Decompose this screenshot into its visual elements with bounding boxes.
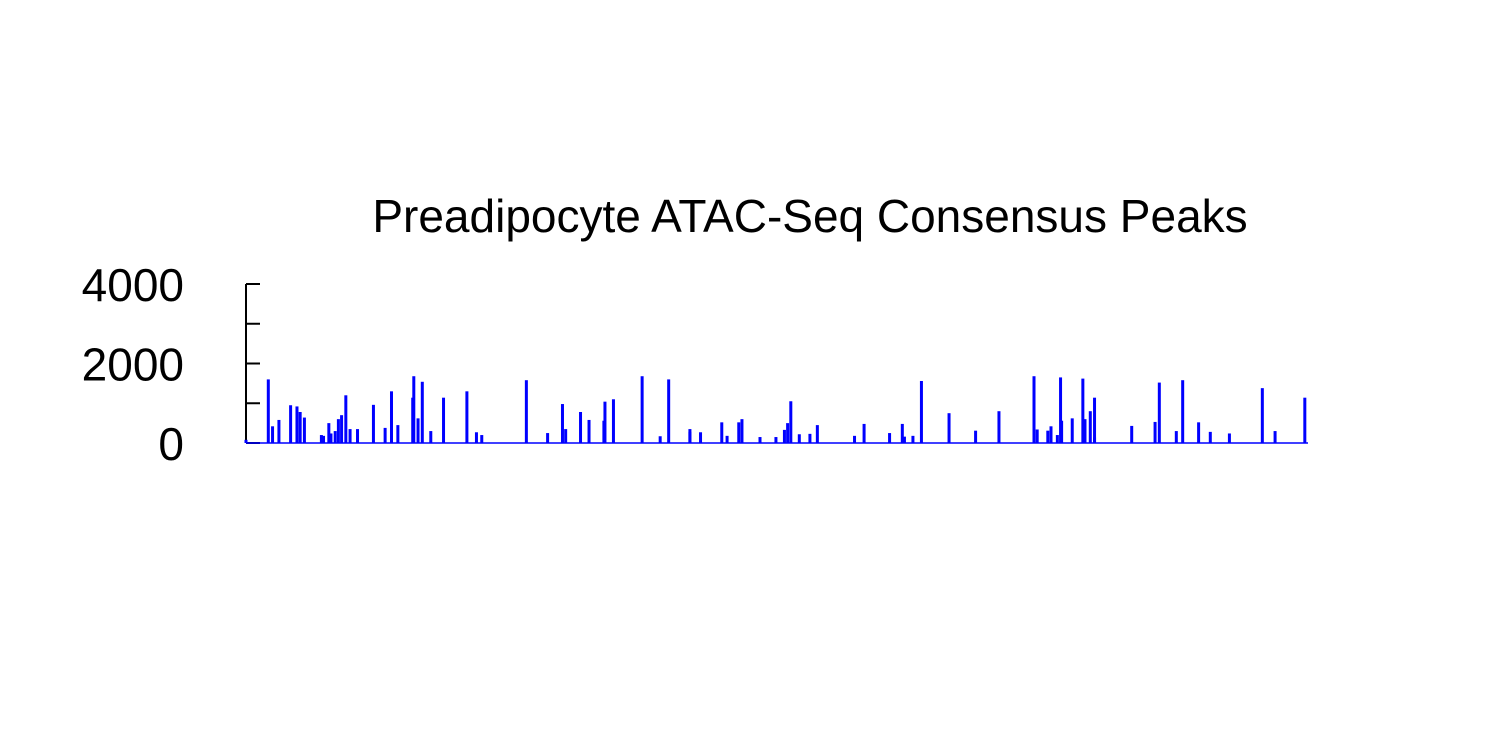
y-tick-label: 0 (158, 418, 184, 470)
bar (1035, 429, 1039, 443)
bar (1227, 433, 1231, 443)
bar (348, 429, 352, 443)
bar (546, 433, 550, 443)
bar (974, 430, 978, 443)
bar (688, 431, 692, 443)
bar (774, 437, 778, 443)
y-axis: 0 2000 4000 (82, 259, 260, 470)
bar (1181, 380, 1185, 443)
bar (997, 411, 1001, 443)
bar (383, 427, 387, 443)
bar (298, 411, 302, 443)
y-tick-label: 2000 (82, 339, 184, 391)
bar (429, 431, 433, 443)
bar (1081, 378, 1085, 443)
bar (911, 435, 915, 443)
bar (667, 379, 671, 443)
bar (640, 376, 644, 443)
bar (797, 434, 801, 443)
bar (658, 436, 662, 443)
bar (888, 433, 892, 443)
bar (1208, 431, 1212, 443)
bar (587, 419, 591, 443)
bar (947, 413, 951, 443)
bar (853, 435, 857, 443)
bar (1303, 397, 1307, 443)
bar (902, 436, 906, 443)
bar (524, 380, 528, 443)
bar (420, 381, 424, 443)
bar (333, 431, 337, 443)
bar (1174, 431, 1178, 443)
bar (564, 429, 568, 443)
bar (474, 432, 478, 443)
bar (302, 417, 306, 443)
bar (1093, 437, 1097, 443)
bar (815, 425, 819, 443)
bar (1130, 425, 1134, 443)
bar (319, 435, 323, 443)
bar (740, 419, 744, 443)
bar (327, 423, 331, 443)
bar (329, 433, 333, 443)
bar (1055, 435, 1059, 443)
bar (1197, 422, 1201, 443)
bar (1032, 376, 1036, 443)
bar (442, 397, 446, 443)
y-tick-label: 4000 (82, 259, 184, 311)
bar (862, 423, 866, 443)
chart-title: Preadipocyte ATAC-Seq Consensus Peaks (372, 190, 1247, 242)
bar (737, 422, 741, 443)
bar (480, 435, 484, 443)
bar (295, 406, 299, 443)
bar (1273, 431, 1277, 443)
bar (720, 422, 724, 443)
bar (1070, 418, 1074, 443)
bar (371, 404, 375, 443)
bar (356, 429, 360, 443)
bar (699, 432, 703, 443)
bar (1059, 377, 1063, 443)
bar (900, 423, 904, 443)
bar (786, 423, 790, 443)
bar (336, 419, 340, 443)
bar (1083, 419, 1087, 443)
bar (1060, 420, 1064, 443)
bar (340, 415, 344, 443)
bar (412, 376, 416, 443)
bar (396, 425, 400, 443)
bar (919, 380, 923, 443)
bar (322, 435, 326, 443)
bar (808, 433, 812, 443)
bar (389, 391, 393, 443)
bar (271, 426, 275, 443)
bar (1049, 426, 1053, 443)
bar (560, 404, 564, 443)
bar (277, 419, 281, 443)
bar (1046, 430, 1050, 443)
bar (1153, 421, 1157, 443)
bar (611, 399, 615, 443)
bar (465, 391, 469, 443)
bars-layer (244, 376, 1307, 443)
bar (289, 405, 293, 443)
bar (1093, 397, 1097, 443)
bar (1157, 382, 1161, 443)
bar (244, 439, 248, 443)
bar (344, 395, 348, 443)
bar (1088, 411, 1092, 443)
bar (725, 435, 729, 443)
bar (782, 429, 786, 443)
bar (579, 411, 583, 443)
bar (603, 401, 607, 443)
bar (758, 437, 762, 443)
bar (416, 418, 420, 443)
bar (266, 379, 270, 443)
bar (1260, 388, 1264, 443)
bar (789, 401, 793, 443)
